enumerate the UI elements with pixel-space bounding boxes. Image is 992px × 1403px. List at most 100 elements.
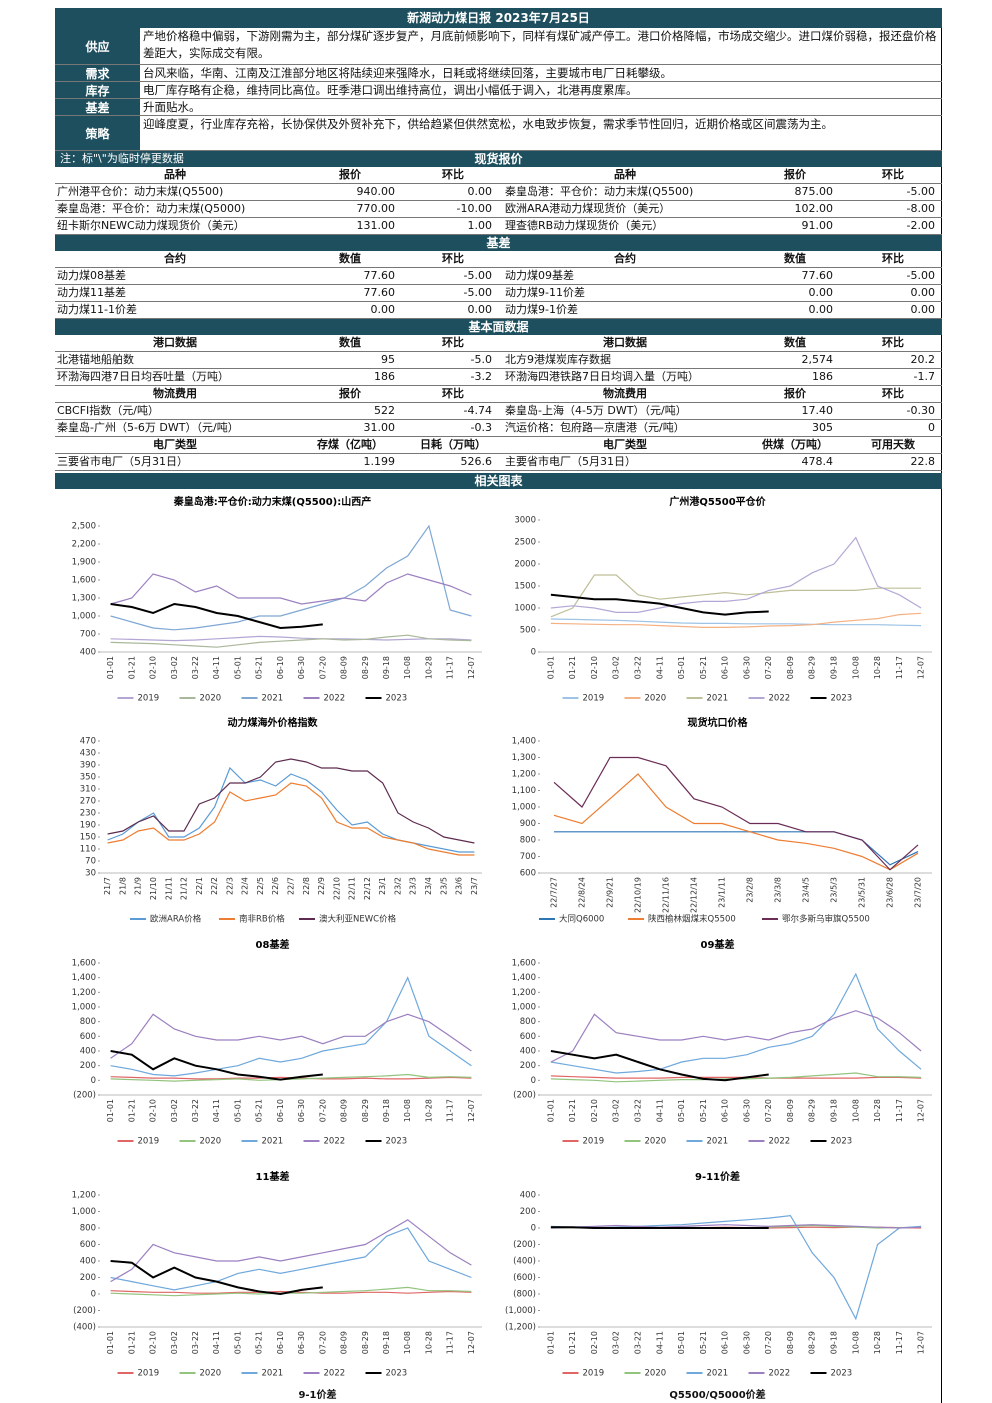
series-line bbox=[550, 574, 922, 618]
column-header: 环比 bbox=[442, 168, 464, 181]
column-header: 数值 bbox=[784, 336, 806, 349]
column-header: 存煤（亿吨） bbox=[317, 438, 383, 451]
series-line bbox=[110, 524, 472, 631]
x-tick-label: 06-30 bbox=[297, 1331, 306, 1354]
y-tick-label: 200 bbox=[520, 1061, 536, 1071]
series-line bbox=[110, 1073, 472, 1082]
y-tick-label: 1,400 bbox=[512, 737, 536, 747]
y-tick-label: (200) bbox=[73, 1091, 96, 1101]
series-line bbox=[110, 1013, 472, 1059]
legend: 2019 2020 2021 2022 2023 bbox=[117, 1137, 407, 1147]
x-tick-label: 11-17 bbox=[895, 656, 904, 679]
y-tick-label: 70 bbox=[85, 857, 96, 867]
x-tick-label: 21/9 bbox=[134, 877, 143, 895]
table-cell: 欧洲ARA港动力煤现货价（美元） bbox=[505, 202, 671, 215]
legend-label: 2021 bbox=[262, 1369, 284, 1379]
series-line bbox=[553, 756, 919, 871]
table-cell: -0.30 bbox=[906, 404, 935, 417]
x-tick-label: 10-28 bbox=[873, 1331, 882, 1354]
column-header: 环比 bbox=[882, 252, 904, 265]
table-cell: 875.00 bbox=[794, 185, 834, 198]
x-tick-label: 01-01 bbox=[546, 656, 555, 679]
y-tick-label: 200 bbox=[80, 1273, 96, 1283]
x-tick-label: 01-01 bbox=[106, 656, 115, 679]
x-tick-label: 03-02 bbox=[612, 656, 621, 679]
table-cell: 动力煤11基差 bbox=[57, 286, 126, 299]
column-header: 供煤（万吨） bbox=[762, 438, 828, 451]
table-cell: 0.00 bbox=[808, 303, 834, 316]
column-header: 环比 bbox=[442, 252, 464, 265]
legend-label: 2019 bbox=[583, 1137, 605, 1147]
y-tick-label: 1,300 bbox=[512, 753, 536, 763]
x-tick-label: 06-10 bbox=[276, 1099, 285, 1122]
y-tick-label: (400) bbox=[73, 1323, 96, 1333]
y-tick-label: 1,000 bbox=[512, 803, 536, 813]
x-tick-label: 11-17 bbox=[446, 1099, 455, 1122]
y-tick-label: 400 bbox=[80, 648, 96, 658]
series-line bbox=[107, 758, 475, 844]
legend: 2019 2020 2021 2022 2023 bbox=[562, 1137, 852, 1147]
x-tick-label: 23/2/8 bbox=[746, 877, 755, 903]
series-line bbox=[554, 831, 919, 866]
x-tick-label: 09-18 bbox=[830, 1099, 839, 1122]
legend-label: 2019 bbox=[138, 1137, 160, 1147]
table-cell: 77.60 bbox=[801, 269, 834, 282]
y-tick-label: (200) bbox=[513, 1091, 536, 1101]
series-line bbox=[550, 593, 769, 616]
x-tick-label: 01-01 bbox=[546, 1331, 555, 1354]
x-tick-label: 02-10 bbox=[590, 656, 599, 679]
x-tick-label: 03-22 bbox=[191, 656, 200, 679]
table-cell: 0.00 bbox=[370, 303, 396, 316]
y-tick-label: 600 bbox=[520, 1032, 536, 1042]
legend: 2019 2020 2021 2022 2023 bbox=[562, 1369, 852, 1379]
column-header: 环比 bbox=[882, 387, 904, 400]
series-line bbox=[550, 536, 922, 613]
x-tick-label: 11-17 bbox=[895, 1099, 904, 1122]
x-tick-label: 08-09 bbox=[340, 1099, 349, 1122]
table-cell: 环渤海四港7日日均吞吐量（万吨） bbox=[57, 370, 229, 383]
x-tick-label: 01-21 bbox=[127, 1331, 136, 1354]
x-tick-label: 23/1/11 bbox=[718, 877, 727, 908]
series-line bbox=[550, 1050, 769, 1082]
x-tick-label: 22/8 bbox=[302, 877, 311, 895]
y-tick-label: 200 bbox=[520, 1207, 536, 1217]
x-tick-label: 07-20 bbox=[318, 1099, 327, 1122]
x-tick-label: 02-10 bbox=[149, 656, 158, 679]
x-tick-label: 10-08 bbox=[403, 1331, 412, 1354]
legend-label: 2020 bbox=[200, 1369, 222, 1379]
series-line bbox=[550, 1010, 922, 1063]
series-line bbox=[550, 618, 922, 627]
x-tick-label: 23/6 bbox=[455, 877, 464, 895]
table-cell: -5.00 bbox=[463, 286, 492, 299]
x-tick-label: 08-29 bbox=[361, 1099, 370, 1122]
legend-label: 2022 bbox=[324, 1137, 346, 1147]
table-cell: 0.00 bbox=[910, 286, 936, 299]
x-tick-label: 09-18 bbox=[382, 656, 391, 679]
x-tick-label: 05-21 bbox=[255, 1099, 264, 1122]
table-cell: -4.74 bbox=[463, 404, 492, 417]
x-tick-label: 03-22 bbox=[634, 656, 643, 679]
x-tick-label: 02-10 bbox=[149, 1331, 158, 1354]
x-tick-label: 06-10 bbox=[276, 656, 285, 679]
legend-label: 2021 bbox=[707, 1137, 729, 1147]
series-line bbox=[107, 766, 475, 853]
x-tick-label: 22/2 bbox=[210, 877, 219, 895]
table-cell: 305 bbox=[812, 421, 833, 434]
table-cell: 秦皇岛-上海（4-5万 DWT）（元/吨） bbox=[505, 404, 687, 417]
column-header: 可用天数 bbox=[871, 438, 915, 451]
x-tick-label: 05-21 bbox=[699, 656, 708, 679]
x-tick-label: 10-08 bbox=[403, 1099, 412, 1122]
x-tick-label: 10-08 bbox=[851, 1331, 860, 1354]
x-tick-label: 23/1 bbox=[378, 877, 387, 895]
y-tick-label: 400 bbox=[80, 1047, 96, 1057]
x-tick-label: 08-29 bbox=[361, 1331, 370, 1354]
table-cell: 31.00 bbox=[363, 421, 396, 434]
table-cell: -2.00 bbox=[906, 219, 935, 232]
series-line bbox=[550, 1224, 922, 1229]
chart: 广州港Q5500平仓价 0 500 1000 1500 2000 2500 3000 01-01… bbox=[514, 495, 932, 704]
x-tick-label: 08-29 bbox=[808, 1099, 817, 1122]
comment-text: 迎峰度夏，行业库存充裕，长协保供及外贸补充下，供给趋紧但供然宽松，水电致步恢复，… bbox=[143, 117, 833, 131]
comment-text: 台风来临，华南、江南及江淮部分地区将陆续迎来强降水，日耗或将继续回落，主要城市电… bbox=[143, 66, 672, 80]
x-tick-label: 11-17 bbox=[446, 656, 455, 679]
series-line bbox=[110, 1260, 323, 1296]
